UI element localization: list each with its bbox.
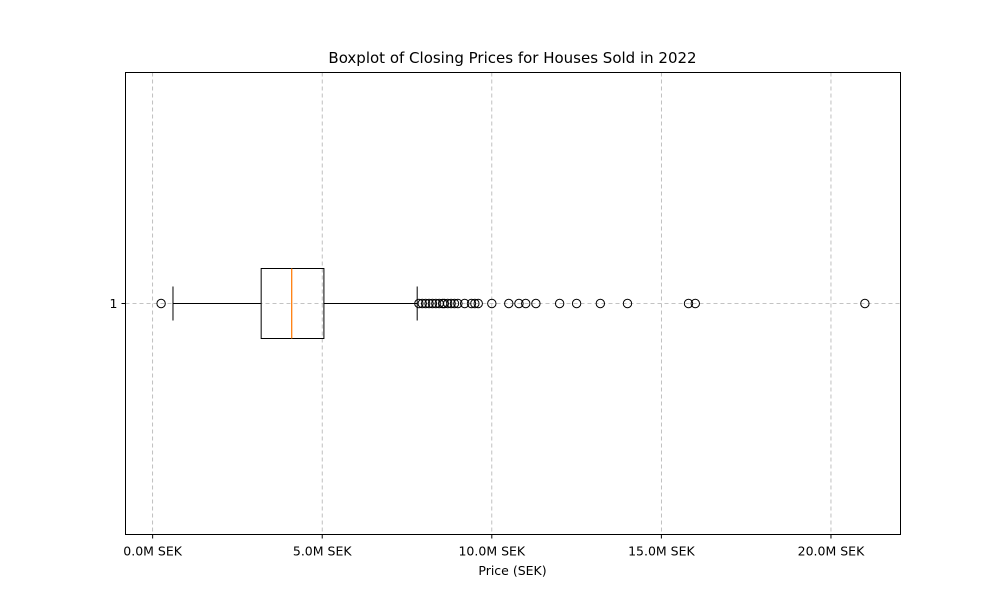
box-series	[156, 268, 870, 339]
outlier-point	[595, 298, 606, 309]
outlier-point	[446, 298, 456, 309]
x-tick-label: 20.0M SEK	[798, 544, 865, 559]
chart-title: Boxplot of Closing Prices for Houses Sol…	[328, 49, 696, 67]
x-axis-label: Price (SEK)	[478, 563, 546, 578]
x-tick-label: 15.0M SEK	[628, 544, 695, 559]
outlier-point	[443, 298, 453, 309]
outlier-point	[420, 298, 431, 309]
outlier-point	[414, 298, 424, 309]
x-axis-ticks: 0.0M SEK 5.0M SEK 10.0M SEK 15.0M SEK 20.0M …	[123, 534, 865, 559]
outlier-point	[439, 298, 450, 309]
outlier-point	[449, 298, 460, 309]
outlier-point	[531, 298, 541, 309]
outlier-point	[459, 298, 470, 309]
outlier-point	[466, 298, 477, 309]
outlier-point	[417, 298, 427, 309]
outlier-point	[453, 298, 463, 309]
x-tick-label: 5.0M SEK	[293, 544, 352, 559]
outlier-point	[504, 298, 514, 309]
outlier-point	[554, 298, 565, 309]
outlier-point	[470, 298, 480, 309]
outlier-point	[427, 298, 438, 309]
interquartile-box	[260, 268, 325, 339]
outlier-point	[473, 298, 483, 309]
outlier-point	[487, 298, 497, 309]
outlier-point	[521, 298, 531, 309]
outlier-point	[622, 298, 633, 309]
outlier-point	[424, 298, 434, 309]
outlier-point	[514, 298, 524, 309]
x-tick-label: 10.0M SEK	[458, 544, 525, 559]
outlier-point	[690, 298, 701, 309]
outlier-point	[860, 298, 870, 309]
outlier-point	[683, 298, 694, 309]
outlier-point	[571, 298, 582, 309]
outlier-point	[156, 298, 166, 309]
y-tick-label: 1	[110, 296, 118, 311]
y-axis-ticks: 1	[110, 296, 126, 311]
x-tick-label: 0.0M SEK	[123, 544, 182, 559]
